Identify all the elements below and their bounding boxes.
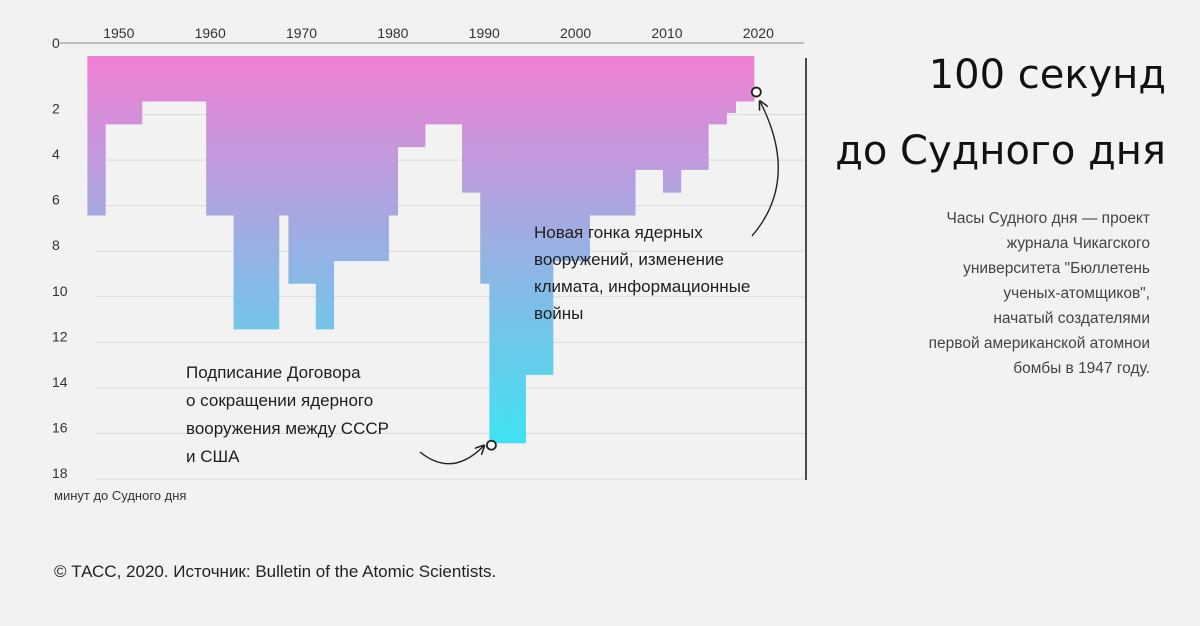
y-tick-label: 4 — [52, 146, 60, 162]
y-axis-label: минут до Судного дня — [54, 488, 186, 503]
y-tick-label: 0 — [52, 35, 60, 51]
area-series — [87, 56, 755, 444]
axes: 1950 1960 1970 1980 1990 2000 2010 2020 0 2 4 6 8 10 1… — [52, 25, 804, 481]
annotation-end-line: вооружений, изменение — [534, 250, 724, 269]
y-tick-label: 18 — [52, 465, 68, 481]
y-tick-label: 16 — [52, 419, 68, 435]
x-tick-label: 1980 — [377, 25, 408, 41]
y-tick-label: 14 — [52, 374, 68, 390]
x-tick-label: 1970 — [286, 25, 317, 41]
annotation-end-line: войны — [534, 304, 583, 323]
minutes-area — [87, 56, 755, 444]
description-line: начатый создателями — [993, 310, 1150, 327]
title-line-1: 100 секунд — [928, 52, 1166, 98]
y-tick-label: 8 — [52, 237, 60, 253]
annotation-start-line: о сокращении ядерного — [186, 391, 373, 410]
description-line: ученых-атомщиков", — [1003, 285, 1150, 302]
marker-start — [485, 439, 497, 451]
x-tick-label: 2010 — [651, 25, 682, 41]
y-tick-label: 6 — [52, 192, 60, 208]
x-tick-label: 1950 — [103, 25, 134, 41]
x-tick-label: 2000 — [560, 25, 591, 41]
description-line: первой американской атомнои — [928, 335, 1150, 352]
annotation-start-line: Подписание Договора — [186, 363, 361, 382]
annotation-end-line: Новая гонка ядерных — [534, 223, 703, 242]
description-line: Часы Судного дня — проект — [946, 210, 1150, 227]
y-tick-label: 2 — [52, 101, 60, 117]
y-tick-label: 10 — [52, 283, 68, 299]
x-tick-label: 1960 — [195, 25, 226, 41]
x-tick-label: 1990 — [469, 25, 500, 41]
description-line: бомбы в 1947 году. — [1013, 360, 1150, 377]
x-tick-label: 2020 — [743, 25, 774, 41]
marker-end — [750, 86, 762, 98]
source-footer: © ТАСС, 2020. Источник: Bulletin of the … — [54, 562, 497, 581]
annotation-start-line: вооружения между СССР — [186, 419, 389, 438]
description-line: журнала Чикагского — [1006, 235, 1150, 252]
annotation-end-line: климата, информационные — [534, 277, 750, 296]
description: Часы Судного дня — проект журнала Чикагск… — [790, 206, 1150, 381]
title-line-2: до Судного дня — [835, 128, 1166, 174]
description-line: университета "Бюллетень — [963, 260, 1150, 277]
annotation-start-line: и США — [186, 447, 240, 466]
annotation-end-arrow — [751, 102, 779, 237]
annotation-start-arrow — [419, 446, 483, 465]
y-tick-label: 12 — [52, 328, 68, 344]
annotations: Подписание Договора о сокращении ядерного… — [186, 86, 779, 466]
